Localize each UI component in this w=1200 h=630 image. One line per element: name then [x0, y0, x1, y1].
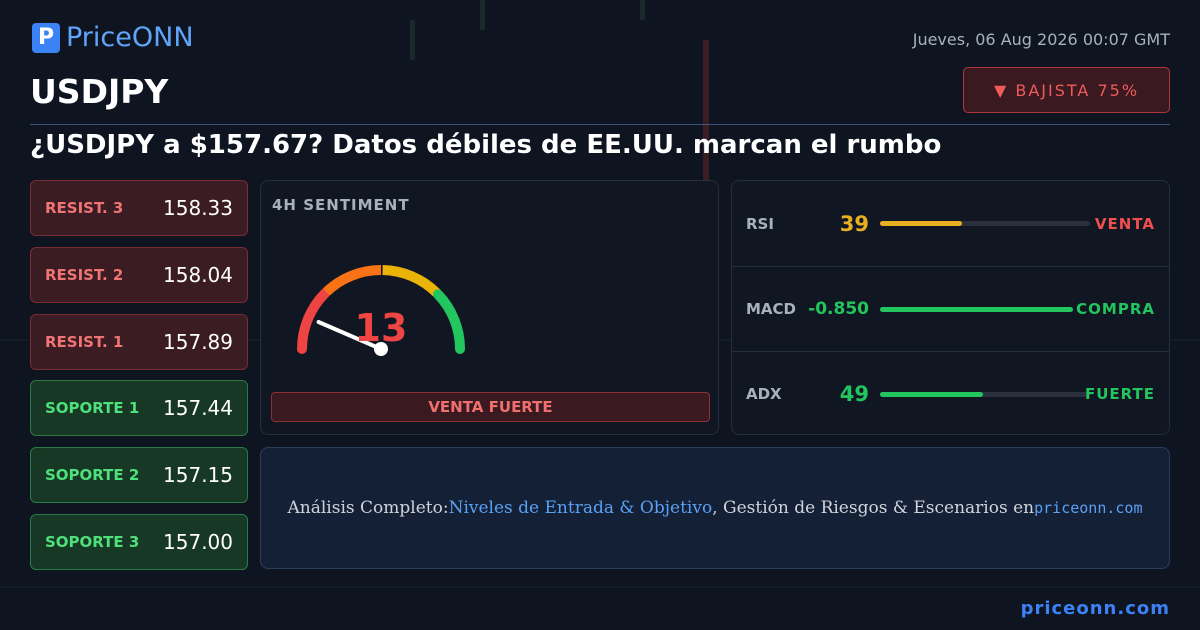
level-value: 158.04 — [163, 262, 233, 287]
level-label: RESIST. 2 — [45, 265, 124, 284]
indicator-signal: COMPRA — [1076, 300, 1155, 318]
sentiment-title: 4H SENTIMENT — [272, 196, 410, 214]
level-box: RESIST. 1 157.89 — [30, 313, 248, 370]
level-label: RESIST. 3 — [45, 199, 124, 217]
sentiment-label: VENTA FUERTE — [271, 392, 710, 422]
indicator-value: -0.850 — [808, 299, 869, 319]
level-label: SOPORTE 3 — [45, 533, 140, 551]
gauge-arc — [297, 288, 331, 354]
symbol: USDJPY — [30, 72, 169, 111]
cta-text: Análisis Completo: — [287, 498, 449, 518]
trend-badge: ▼ BAJISTA 75% — [963, 67, 1170, 113]
level-value: 157.89 — [163, 329, 233, 354]
cta-link[interactable]: priceonn.com — [1034, 499, 1143, 517]
level-box: SOPORTE 3 157.00 — [30, 514, 248, 570]
brand: P PriceONN — [32, 22, 194, 53]
indicator-value: 39 — [839, 211, 869, 236]
gauge-arc — [322, 265, 382, 296]
level-box: SOPORTE 1 157.44 — [30, 380, 248, 437]
gauge-arc — [432, 289, 465, 354]
level-value: 157.44 — [163, 396, 233, 421]
indicator-row: RSI 39 VENTA — [732, 181, 1169, 266]
indicator-name: RSI — [746, 214, 774, 233]
indicator-track — [880, 306, 1073, 312]
indicator-bar — [880, 221, 962, 226]
indicator-track — [880, 221, 1090, 226]
indicator-track — [880, 391, 1090, 397]
level-box: RESIST. 3 158.33 — [30, 180, 248, 236]
indicator-name: ADX — [746, 385, 782, 403]
footer-link[interactable]: priceonn.com — [1020, 598, 1170, 619]
indicator-value: 49 — [839, 382, 869, 406]
cta-link[interactable]: Niveles de Entrada & Objetivo — [448, 498, 713, 518]
indicator-row: MACD -0.850 COMPRA — [732, 266, 1169, 351]
indicators-panel: RSI 39 VENTA MACD -0.850 COMPRA ADX 49 FUERTE — [731, 180, 1170, 435]
cta: Análisis Completo: Niveles de Entrada & … — [260, 447, 1170, 569]
level-box: RESIST. 2 158.04 — [30, 246, 248, 303]
level-value: 157.15 — [163, 463, 233, 488]
gauge-needle — [316, 319, 383, 351]
brand-icon: P — [32, 22, 60, 53]
gauge: 13 — [297, 265, 465, 356]
indicator-name: MACD — [746, 300, 796, 318]
indicator-bar — [880, 306, 1073, 312]
indicator-signal: VENTA — [1094, 214, 1155, 233]
level-value: 157.00 — [163, 530, 233, 554]
gauge-arc — [382, 265, 441, 297]
gauge-hub — [374, 342, 388, 356]
indicator-row: ADX 49 FUERTE — [732, 351, 1169, 434]
datetime: Jueves, 06 Aug 2026 00:07 GMT — [912, 30, 1170, 49]
level-value: 158.33 — [163, 196, 233, 220]
indicator-bar — [880, 391, 983, 397]
sentiment-panel: 4H SENTIMENT 13 VENTA FUERTE — [260, 180, 719, 435]
headline: ¿USDJPY a $157.67? Datos débiles de EE.U… — [30, 130, 942, 160]
indicator-signal: FUERTE — [1084, 385, 1155, 403]
level-label: SOPORTE 1 — [45, 399, 140, 418]
brand-name: PriceONN — [66, 22, 194, 53]
gauge-value: 13 — [355, 306, 408, 350]
level-box: SOPORTE 2 157.15 — [30, 447, 248, 504]
level-label: SOPORTE 2 — [45, 466, 140, 485]
cta-text: , Gestión de Riesgos & Escenarios en — [712, 498, 1035, 518]
level-label: RESIST. 1 — [45, 332, 124, 351]
divider — [30, 124, 1170, 125]
